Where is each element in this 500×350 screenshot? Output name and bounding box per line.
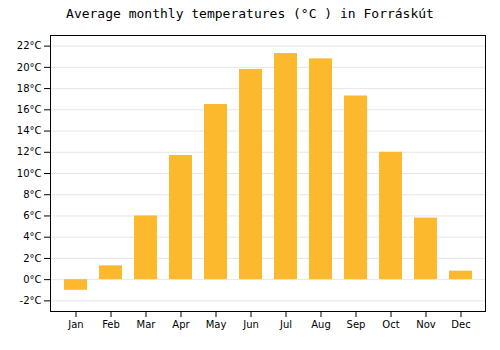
svg-text:Jul: Jul	[279, 319, 292, 330]
svg-text:Aug: Aug	[311, 319, 331, 330]
svg-text:Apr: Apr	[172, 319, 190, 330]
svg-text:16°C: 16°C	[17, 104, 42, 115]
svg-text:-2°C: -2°C	[20, 295, 42, 306]
svg-text:May: May	[206, 319, 227, 330]
svg-text:Mar: Mar	[137, 319, 157, 330]
svg-text:14°C: 14°C	[17, 125, 42, 136]
svg-text:18°C: 18°C	[17, 83, 42, 94]
svg-text:2°C: 2°C	[23, 253, 41, 264]
svg-text:10°C: 10°C	[17, 168, 42, 179]
svg-text:Jun: Jun	[242, 319, 259, 330]
html-text:Average monthly temperatures (: Average monthly temperatures (°C ) in Fo…	[66, 6, 434, 21]
svg-text:Nov: Nov	[416, 319, 436, 330]
svg-text:Feb: Feb	[102, 319, 120, 330]
svg-text:20°C: 20°C	[17, 62, 42, 73]
svg-text:6°C: 6°C	[23, 210, 41, 221]
svg-text:Dec: Dec	[451, 319, 470, 330]
svg-text:Jan: Jan	[67, 319, 83, 330]
svg-text:22°C: 22°C	[17, 40, 42, 51]
svg-text:Oct: Oct	[382, 319, 399, 330]
svg-text:4°C: 4°C	[23, 231, 41, 242]
svg-text:Sep: Sep	[347, 319, 366, 330]
svg-text:0°C: 0°C	[23, 274, 41, 285]
svg-text:12°C: 12°C	[17, 146, 42, 157]
svg-text:8°C: 8°C	[23, 189, 41, 200]
